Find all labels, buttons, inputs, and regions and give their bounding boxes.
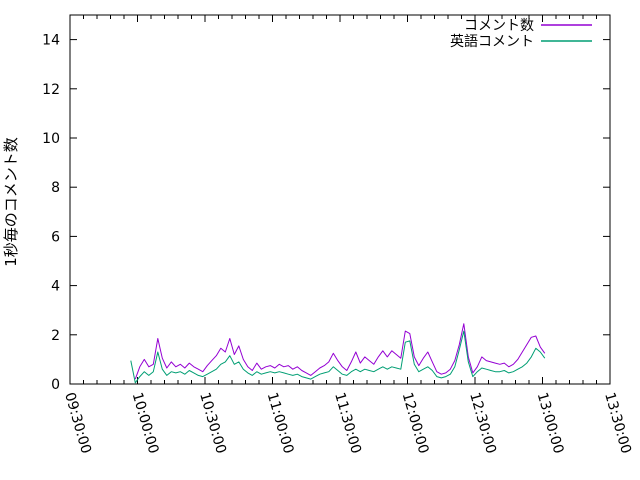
x-tick-label: 12:30:00 [466, 391, 499, 456]
x-ticks [69, 15, 611, 384]
y-tick-label: 10 [42, 131, 60, 147]
x-tick-label: 10:00:00 [129, 391, 162, 456]
series-line-1 [130, 330, 546, 384]
y-axis-title: 1秒毎のコメント数 [2, 137, 20, 267]
x-tick-label: 13:00:00 [534, 391, 567, 456]
y-tick-label: 4 [51, 279, 60, 295]
x-tick-label: 12:00:00 [399, 391, 432, 456]
series-line-0 [134, 323, 546, 380]
series-lines [130, 323, 546, 384]
plot-frame [69, 14, 611, 385]
y-tick-label: 6 [51, 229, 60, 245]
legend-label-english-comments: 英語コメント [450, 33, 534, 50]
y-tick-label: 12 [42, 82, 60, 98]
legend-label-comments: コメント数 [464, 18, 534, 34]
x-tick-label: 10:30:00 [196, 391, 229, 456]
x-tick-label: 13:30:00 [601, 391, 634, 456]
y-tick-label: 8 [51, 180, 60, 196]
x-tick-labels: 09:30:00 10:00:00 10:30:00 11:00:00 11:30:00… [61, 391, 634, 456]
legend: コメント数 英語コメント [450, 18, 592, 50]
x-tick-label: 09:30:00 [61, 391, 94, 456]
x-tick-label: 11:00:00 [264, 391, 297, 456]
y-tick-label: 14 [42, 33, 60, 49]
x-tick-label: 11:30:00 [331, 391, 364, 456]
y-tick-label: 0 [51, 377, 60, 393]
y-tick-labels: 0 2 4 6 8 10 12 14 [42, 33, 60, 393]
y-ticks [70, 39, 610, 385]
y-tick-label: 2 [51, 328, 60, 344]
